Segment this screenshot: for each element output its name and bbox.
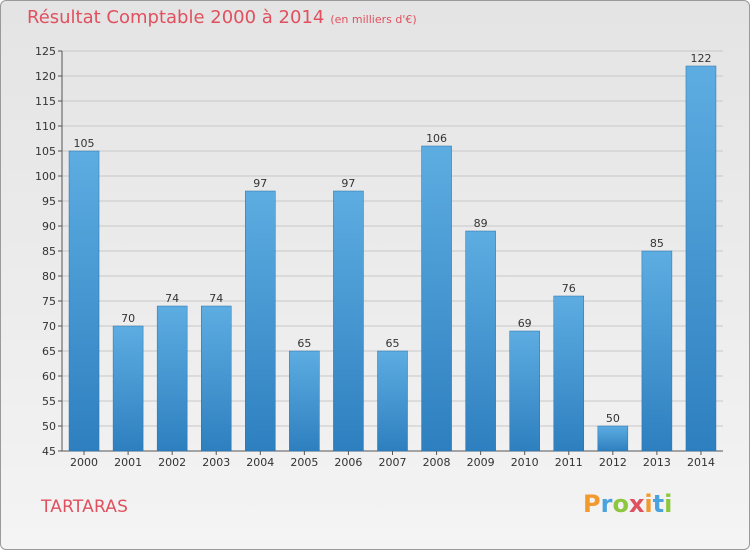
y-tick-label: 100 bbox=[35, 170, 56, 183]
x-tick-label-2007: 2007 bbox=[379, 456, 407, 469]
bar-2013 bbox=[641, 250, 673, 452]
x-tick-label-2004: 2004 bbox=[246, 456, 274, 469]
y-tick-label: 120 bbox=[35, 70, 56, 83]
x-tick-label-2011: 2011 bbox=[555, 456, 583, 469]
bars: 105 70 74 74 97 65 97 65 106 89 69 76 50 85 122 bbox=[68, 52, 717, 452]
x-tick-label-2003: 2003 bbox=[202, 456, 230, 469]
chart-subtitle: (en milliers d'€) bbox=[330, 13, 417, 26]
y-tick-label: 95 bbox=[42, 195, 56, 208]
logo-letter: o bbox=[612, 490, 629, 518]
chart-title-text: Résultat Comptable 2000 à 2014 bbox=[27, 7, 325, 28]
data-label-2014: 122 bbox=[690, 52, 711, 65]
data-label-2001: 70 bbox=[121, 312, 135, 325]
x-tick-label-2008: 2008 bbox=[423, 456, 451, 469]
bar-2011 bbox=[553, 295, 585, 452]
bar-2010 bbox=[509, 330, 540, 452]
bar-2007 bbox=[377, 350, 408, 452]
bar-2000 bbox=[68, 150, 100, 452]
data-label-2009: 89 bbox=[474, 217, 488, 230]
bar-2014 bbox=[685, 65, 717, 452]
data-label-2008: 106 bbox=[426, 132, 447, 145]
logo-letter: r bbox=[600, 490, 613, 518]
bar-2001 bbox=[112, 325, 144, 452]
y-tick-label: 60 bbox=[42, 370, 56, 383]
data-label-2012: 50 bbox=[606, 412, 620, 425]
bar-2004 bbox=[245, 190, 276, 452]
bar-2008 bbox=[421, 145, 452, 452]
y-tick-label: 80 bbox=[42, 270, 56, 283]
x-tick-label-2002: 2002 bbox=[158, 456, 186, 469]
logo-letter: t bbox=[652, 490, 665, 518]
proxiti-logo: Proxiti bbox=[583, 490, 672, 518]
x-tick-label-2000: 2000 bbox=[70, 456, 98, 469]
y-tick-label: 90 bbox=[42, 220, 56, 233]
y-tick-label: 50 bbox=[42, 420, 56, 433]
data-label-2000: 105 bbox=[74, 137, 95, 150]
x-tick-label-2014: 2014 bbox=[687, 456, 715, 469]
bar-2012 bbox=[597, 425, 629, 452]
data-label-2002: 74 bbox=[165, 292, 179, 305]
data-label-2013: 85 bbox=[650, 237, 664, 250]
y-tick-label: 85 bbox=[42, 245, 56, 258]
data-label-2005: 65 bbox=[297, 337, 311, 350]
data-label-2010: 69 bbox=[518, 317, 532, 330]
y-tick-label: 115 bbox=[35, 95, 56, 108]
data-label-2003: 74 bbox=[209, 292, 223, 305]
bar-2006 bbox=[333, 190, 364, 452]
data-label-2004: 97 bbox=[253, 177, 267, 190]
bar-2005 bbox=[289, 350, 320, 452]
axes: 45 50 55 60 65 70 75 80 85 90 95 100 105 110 115 120 125… bbox=[35, 45, 723, 469]
y-tick-label: 55 bbox=[42, 395, 56, 408]
x-tick-label-2013: 2013 bbox=[643, 456, 671, 469]
x-tick-label-2012: 2012 bbox=[599, 456, 627, 469]
x-tick-label-2009: 2009 bbox=[467, 456, 495, 469]
logo-letter: x bbox=[628, 490, 645, 518]
logo-letter: P bbox=[583, 490, 601, 518]
logo-letter: i bbox=[644, 490, 653, 518]
bar-2002 bbox=[156, 305, 188, 452]
chart-title: Résultat Comptable 2000 à 2014 (en millie… bbox=[27, 7, 417, 28]
y-tick-label: 110 bbox=[35, 120, 56, 133]
logo-letter: i bbox=[664, 490, 673, 518]
x-tick-label-2005: 2005 bbox=[290, 456, 318, 469]
y-tick-label: 45 bbox=[42, 445, 56, 458]
y-tick-label: 70 bbox=[42, 320, 56, 333]
data-label-2006: 97 bbox=[341, 177, 355, 190]
y-tick-label: 105 bbox=[35, 145, 56, 158]
x-tick-label-2001: 2001 bbox=[114, 456, 142, 469]
bar-2009 bbox=[465, 230, 496, 452]
y-tick-label: 125 bbox=[35, 45, 56, 58]
y-tick-label: 75 bbox=[42, 295, 56, 308]
data-label-2007: 65 bbox=[386, 337, 400, 350]
x-tick-label-2010: 2010 bbox=[511, 456, 539, 469]
data-label-2011: 76 bbox=[562, 282, 576, 295]
bar-2003 bbox=[200, 305, 232, 452]
commune-name: TARTARAS bbox=[41, 497, 129, 517]
y-tick-label: 65 bbox=[42, 345, 56, 358]
x-tick-label-2006: 2006 bbox=[334, 456, 362, 469]
